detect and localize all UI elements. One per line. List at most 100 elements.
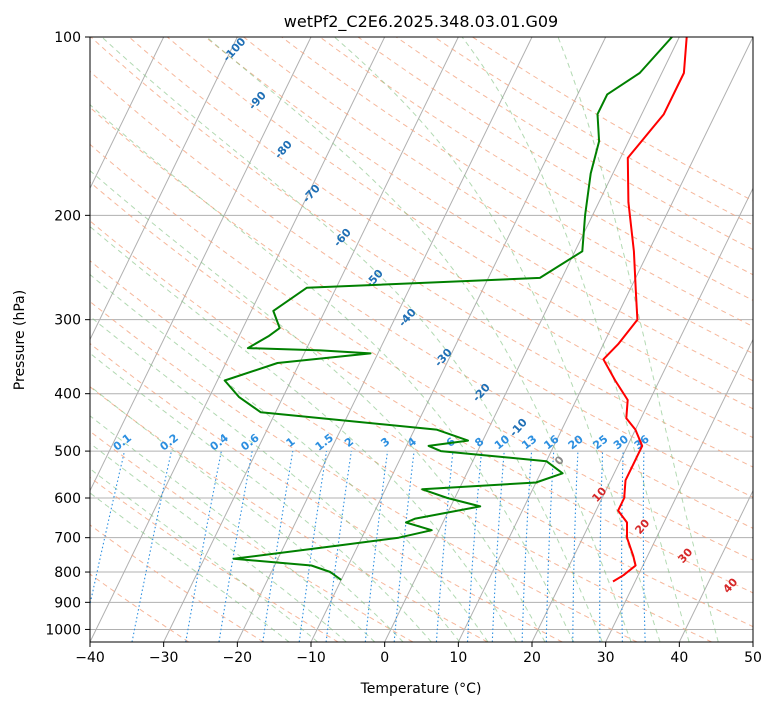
dry-adiabat-line (90, 386, 488, 642)
dry-adiabat-line (128, 37, 753, 439)
mixing-ratio-label: 30 (611, 432, 631, 452)
mixing-ratio-label: 1.5 (313, 431, 336, 453)
isotherm-line (90, 37, 165, 190)
y-tick-label: 1000 (45, 622, 81, 638)
moist-adiabat-line (206, 37, 632, 642)
mixing-ratio-line (298, 451, 328, 642)
y-tick-label: 700 (54, 531, 81, 547)
isotherm-label: -70 (300, 182, 323, 206)
isotherm-label: -80 (272, 138, 295, 162)
isotherm-label: -60 (331, 226, 354, 250)
x-tick-label: −40 (75, 650, 105, 666)
mixing-ratio-line (572, 451, 579, 642)
dry-adiabat-line (90, 106, 753, 529)
mixing-ratio-line (364, 451, 389, 642)
moist-adiabat-line (90, 225, 517, 642)
moist-adiabat-line (461, 37, 690, 642)
dry-adiabat-line (90, 430, 414, 642)
x-tick-label: −10 (296, 650, 326, 666)
mixing-ratio-label: 2 (342, 435, 356, 450)
x-tick-label: 30 (597, 650, 615, 666)
isotherm-line (752, 640, 753, 642)
moist-adiabat-line (557, 37, 719, 642)
isotherm-line (90, 37, 386, 642)
moist-adiabat-line (90, 385, 404, 642)
isotherm-label: -30 (432, 346, 455, 370)
mixing-ratio-line (131, 450, 172, 642)
mixing-ratio-label: 4 (405, 435, 419, 450)
y-axis-label: Pressure (hPa) (12, 290, 28, 390)
moist-adiabat-line (90, 352, 432, 642)
isotherm-label: -100 (220, 35, 248, 64)
x-tick-label: 50 (744, 650, 762, 666)
dry-adiabat-line (205, 37, 753, 382)
moist-adiabat-line (90, 170, 546, 642)
mixing-ratio-line (90, 450, 126, 607)
y-tick-label: 800 (54, 565, 81, 581)
dry-adiabat-line (472, 37, 753, 202)
y-tick-label: 300 (54, 313, 81, 329)
dry-adiabat-line (357, 37, 753, 276)
isotherm-line (163, 37, 459, 642)
dewpoint-profile-line (223, 37, 673, 581)
moist-adiabat-line (90, 273, 489, 642)
mixing-ratio-line (491, 451, 505, 642)
dry-adiabat-line (90, 300, 638, 642)
moist-adiabat-line (90, 468, 319, 642)
mixing-ratio-line (599, 451, 604, 642)
dry-adiabat-line (319, 37, 753, 301)
isotherm-line (531, 187, 753, 642)
x-tick-label: 20 (523, 650, 541, 666)
moist-adiabat-line (90, 492, 290, 642)
mixing-ratio-line (466, 451, 483, 642)
x-tick-label: −20 (223, 650, 253, 666)
dry-adiabat-line (90, 573, 190, 642)
mixing-ratio-line (262, 451, 294, 642)
dry-adiabat-line (90, 524, 264, 642)
x-tick-label: 40 (670, 650, 688, 666)
isotherm-label: 40 (720, 575, 740, 595)
mixing-ratio-label: 0.4 (208, 431, 232, 453)
mixing-ratio-line (545, 451, 555, 642)
isotherm-line (678, 489, 753, 642)
isotherm-label: 20 (632, 516, 652, 536)
isotherm-label: -90 (246, 89, 269, 113)
mixing-ratio-line (621, 451, 624, 642)
y-tick-label: 600 (54, 491, 81, 507)
dry-adiabat-line (90, 476, 339, 642)
moist-adiabat-line (334, 37, 661, 642)
mixing-ratio-label: 20 (566, 432, 586, 452)
mixing-ratio-line (325, 451, 352, 642)
isotherm-label: 0 (552, 453, 567, 468)
x-tick-label: −30 (149, 650, 179, 666)
x-tick-label: 10 (449, 650, 467, 666)
isotherm-line (90, 37, 312, 492)
isotherm-line (457, 37, 753, 642)
isotherm-label: -50 (363, 267, 386, 291)
dry-adiabat-line (90, 260, 712, 642)
mixing-ratio-line (218, 450, 253, 642)
moist-adiabat-line (101, 37, 603, 642)
y-tick-label: 900 (54, 595, 81, 611)
mixing-ratio-label: 3 (378, 435, 392, 450)
plot-frame (89, 36, 754, 643)
dry-adiabat-line (90, 143, 753, 561)
y-tick-label: 200 (54, 208, 81, 224)
x-axis-label: Temperature (°C) (360, 681, 482, 697)
mixing-ratio-label: 36 (632, 432, 652, 452)
dry-adiabat-line (281, 37, 753, 328)
mixing-ratio-line (642, 451, 646, 642)
dry-adiabat-line (166, 37, 753, 410)
dry-adiabat-line (243, 37, 753, 354)
mixing-ratio-label: 10 (492, 432, 512, 452)
dry-adiabat-line (90, 181, 753, 594)
y-tick-label: 400 (54, 387, 81, 403)
isotherm-label: 30 (675, 545, 695, 565)
temperature-profile-line (602, 37, 688, 583)
y-tick-label: 500 (54, 444, 81, 460)
mixing-ratio-label: 0.2 (158, 431, 181, 453)
dry-adiabat-line (90, 220, 753, 628)
y-tick-label: 100 (54, 30, 81, 46)
mixing-ratio-line (393, 451, 415, 642)
